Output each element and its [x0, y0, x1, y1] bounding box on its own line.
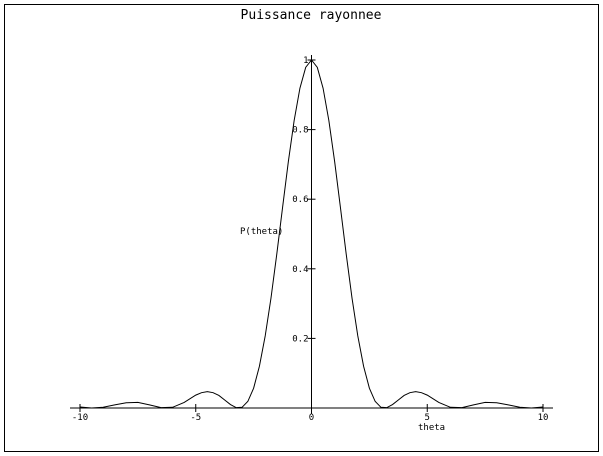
- y-tick-label: 0.6: [292, 195, 308, 205]
- y-axis-label: P(theta): [240, 227, 283, 237]
- x-tick-label: 10: [538, 413, 549, 423]
- x-tick-label: 5: [425, 413, 430, 423]
- y-tick-label: 0.8: [292, 126, 308, 136]
- y-tick-label: 0.2: [292, 334, 308, 344]
- frame: [4, 4, 599, 452]
- x-tick-label: -5: [190, 413, 201, 423]
- chart-title: Puissance rayonnee: [241, 8, 382, 23]
- x-tick-label: -10: [72, 413, 88, 423]
- curve: [79, 59, 544, 409]
- x-tick-label: 0: [309, 413, 314, 423]
- x-axis-label: theta: [418, 423, 445, 433]
- y-tick-label: 1: [303, 56, 308, 66]
- y-tick-label: 0.4: [292, 265, 308, 275]
